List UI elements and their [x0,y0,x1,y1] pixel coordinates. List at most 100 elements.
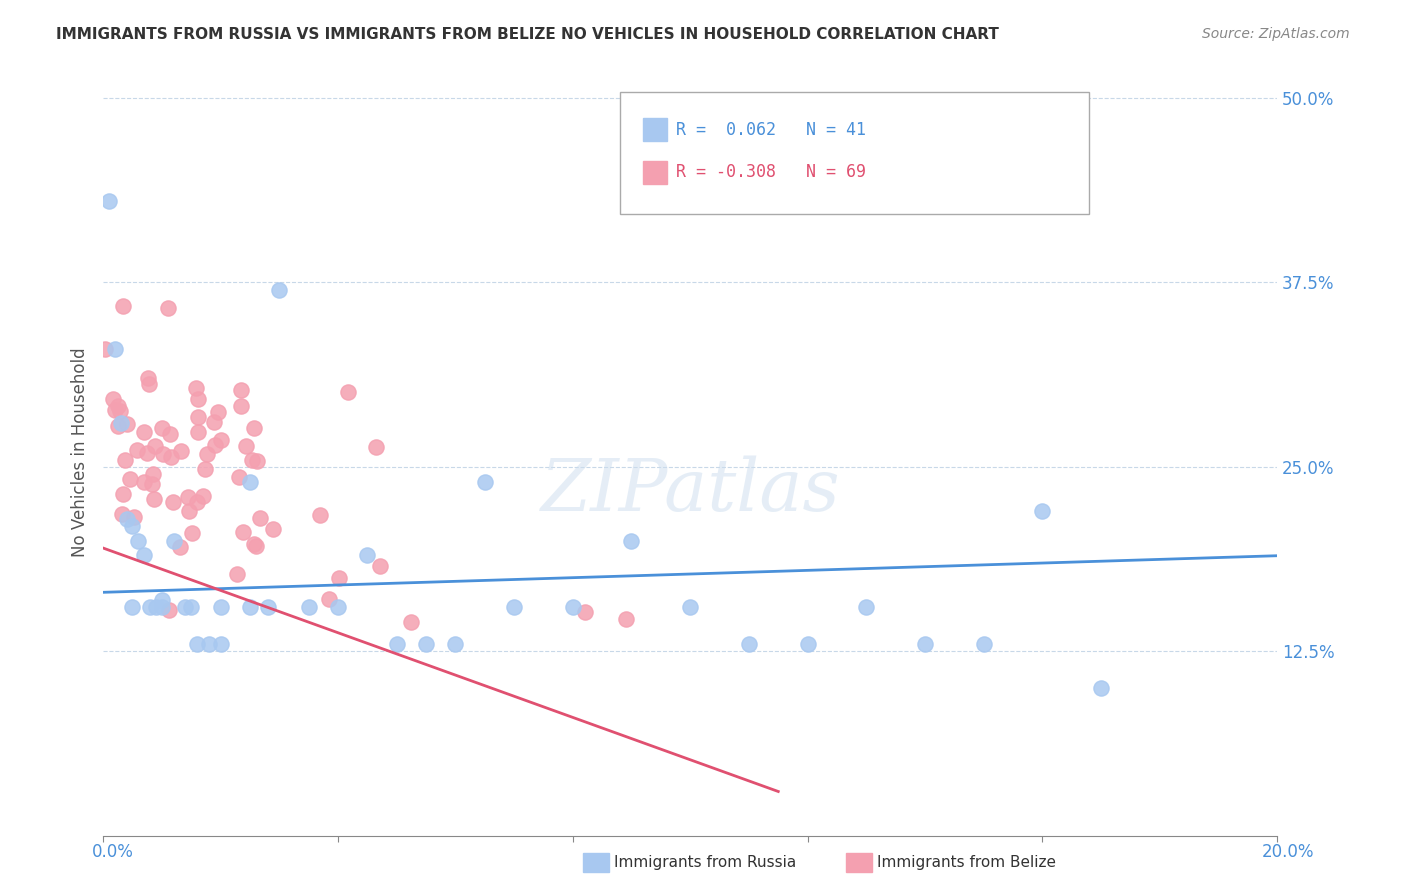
Point [620,533,643,548]
Point [141,467,163,482]
Point [1090,681,1112,696]
Point [401,615,423,630]
Bar [643,119,666,142]
Text: 0.0%: 0.0% [91,843,134,861]
FancyBboxPatch shape [620,92,1090,214]
Point [336,385,359,400]
Point [368,559,391,574]
Point [110,416,132,430]
Point [326,600,349,615]
Point [174,600,197,615]
Point [195,447,218,461]
Point [574,605,596,619]
Point [115,511,138,525]
Text: R =  0.062   N = 41: R = 0.062 N = 41 [676,121,866,139]
Point [118,472,141,486]
Point [228,470,250,484]
Point [474,475,496,489]
Point [231,383,253,397]
Point [127,533,149,548]
Point [231,399,253,413]
Point [209,433,232,447]
Point [239,600,262,615]
Point [239,475,262,489]
Point [232,524,254,539]
Point [385,637,408,651]
Point [1031,504,1053,518]
Point [328,571,350,585]
Text: Source: ZipAtlas.com: Source: ZipAtlas.com [1202,27,1350,41]
Point [115,417,138,431]
Text: Immigrants from Belize: Immigrants from Belize [877,855,1056,870]
Point [160,450,183,464]
Point [308,508,330,522]
Point [125,442,148,457]
Point [143,439,166,453]
Point [186,637,208,651]
Point [139,600,162,615]
Point [107,400,129,414]
Point [157,301,180,315]
Point [614,612,637,626]
Point [107,419,129,434]
Point [150,600,173,615]
Point [111,507,134,521]
Point [242,537,264,551]
Point [181,526,204,541]
Point [364,440,387,454]
Point [235,440,257,454]
Point [187,410,209,425]
Y-axis label: No Vehicles in Household: No Vehicles in Household [72,347,89,557]
Point [180,600,202,615]
Point [184,381,207,395]
Point [245,539,267,553]
Text: Immigrants from Russia: Immigrants from Russia [614,855,797,870]
Point [143,492,166,507]
Point [136,371,159,385]
Point [297,600,319,615]
Point [108,403,131,417]
Point [94,342,117,356]
Point [104,342,127,356]
Point [209,600,232,615]
Point [243,421,266,435]
Point [561,600,583,615]
Point [191,489,214,503]
Point [855,600,877,615]
Point [209,637,232,651]
Point [179,503,201,517]
Point [169,540,191,554]
Point [240,453,263,467]
Point [256,600,278,615]
Text: IMMIGRANTS FROM RUSSIA VS IMMIGRANTS FROM BELIZE NO VEHICLES IN HOUSEHOLD CORREL: IMMIGRANTS FROM RUSSIA VS IMMIGRANTS FRO… [56,27,1000,42]
Point [679,600,702,615]
Point [121,519,143,533]
Point [104,403,127,417]
Point [262,523,284,537]
Point [98,194,121,209]
Point [318,592,340,607]
Point [415,637,437,651]
Point [194,462,217,476]
Point [162,494,184,508]
Point [134,549,156,563]
Point [246,454,269,468]
Point [121,600,143,615]
Text: ZIPatlas: ZIPatlas [540,455,839,525]
Point [114,453,136,467]
Point [169,444,191,458]
Point [269,283,291,297]
Point [150,421,173,435]
Point [111,486,134,500]
Point [152,447,174,461]
Bar [643,161,666,184]
Point [187,425,209,440]
Point [112,299,135,313]
Point [122,510,145,524]
Point [141,476,163,491]
Point [204,438,226,452]
Point [150,592,173,607]
Point [444,637,467,651]
Point [202,415,225,429]
Text: 20.0%: 20.0% [1263,843,1315,861]
